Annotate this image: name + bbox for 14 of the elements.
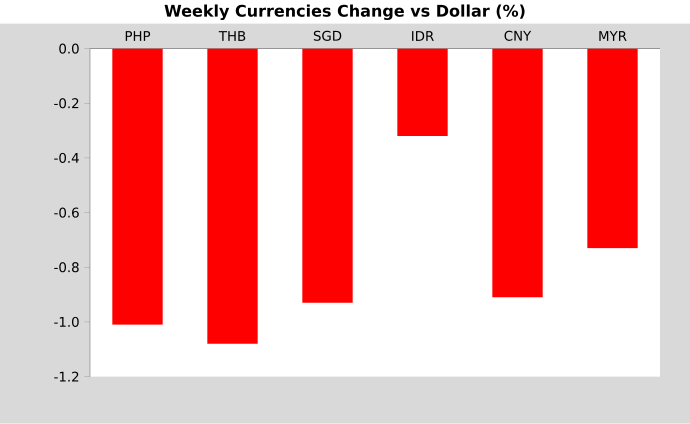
- y-tick-label: 0.0: [59, 44, 79, 54]
- y-tick-label: -0.2: [54, 98, 78, 108]
- y-tick-label: -0.4: [54, 153, 79, 164]
- y-tick-label: -0.6: [54, 208, 79, 218]
- y-tick-label: -1.0: [54, 317, 79, 328]
- x-tick-label: THB: [218, 31, 246, 42]
- y-tick-label: -1.2: [54, 372, 78, 382]
- x-tick-label: SGD: [314, 30, 342, 42]
- x-tick-label: PHP: [126, 31, 150, 42]
- x-tick-label: CNY: [504, 30, 532, 42]
- chart-title: Weekly Currencies Change vs Dollar (%): [164, 4, 525, 20]
- x-tick-label: MYR: [599, 31, 627, 42]
- x-tick-label: IDR: [412, 31, 434, 42]
- y-tick-label: -0.8: [54, 262, 79, 272]
